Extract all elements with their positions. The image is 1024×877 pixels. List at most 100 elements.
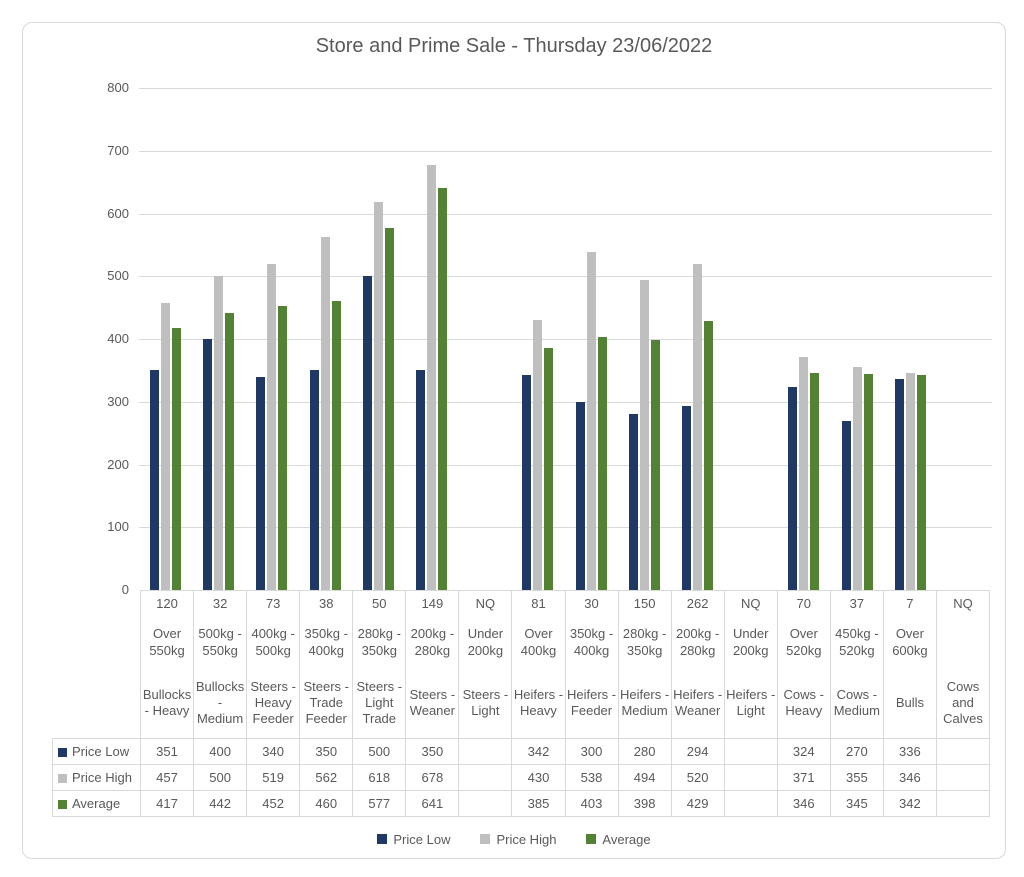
- plot-area: [139, 88, 992, 590]
- value-cell: [723, 738, 778, 765]
- value-cell: [458, 790, 513, 817]
- category-header: 262 200kg - 280kg Heifers - Weaner: [670, 590, 725, 739]
- category-header: 7 Over 600kg Bulls: [882, 590, 937, 739]
- category-count: 30: [584, 595, 599, 611]
- category-group: Steers - Light Trade: [356, 678, 403, 727]
- chart-title: Store and Prime Sale - Thursday 23/06/20…: [315, 35, 713, 57]
- category-count: NQ: [953, 595, 973, 611]
- bar-group-steers---weaner: [405, 88, 458, 590]
- bar-group-cows---medium: [830, 88, 883, 590]
- value-cell: [935, 738, 991, 765]
- bar-price-low: [150, 369, 160, 590]
- value-cell: 520: [670, 764, 725, 791]
- category-group: Heifers - Medium: [620, 686, 670, 718]
- category-weight: Over 400kg: [520, 626, 557, 658]
- category-header: 37 450kg - 520kg Cows - Medium: [829, 590, 884, 739]
- value-cell: 400: [193, 738, 248, 765]
- series-label: Price High: [72, 770, 132, 785]
- legend-label: Price Low: [393, 831, 451, 847]
- bar-group-steers---light: [458, 88, 511, 590]
- category-count: 262: [686, 595, 709, 611]
- legend-label: Price High: [496, 831, 557, 847]
- bar-average: [331, 301, 341, 590]
- value-cell: [723, 764, 778, 791]
- value-cell: 350: [405, 738, 460, 765]
- gridline: [139, 276, 992, 278]
- category-group: Steers - Light: [462, 686, 509, 718]
- chart-legend: Price Low Price High Average: [23, 824, 1005, 854]
- bar-price-high: [692, 263, 702, 590]
- category-header: 150 280kg - 350kg Heifers - Medium: [617, 590, 672, 739]
- category-header: 50 280kg - 350kg Steers - Light Trade: [352, 590, 407, 739]
- category-weight: 280kg - 350kg: [357, 626, 401, 658]
- legend-item-average: Average: [586, 832, 651, 847]
- value-cell: [935, 790, 991, 817]
- bar-price-low: [416, 370, 426, 590]
- category-header: 149 200kg - 280kg Steers - Weaner: [405, 590, 460, 739]
- category-group: Steers - Heavy Feeder: [250, 678, 296, 727]
- bar-price-high: [533, 320, 543, 590]
- legend-item-price-high: Price High: [480, 832, 556, 847]
- category-weight: 280kg - 350kg: [622, 626, 667, 658]
- value-cell: 350: [299, 738, 354, 765]
- category-weight: 350kg - 400kg: [569, 626, 614, 658]
- value-cell: 340: [246, 738, 301, 765]
- series-label-cell: Price Low: [52, 738, 141, 765]
- bar-price-high: [320, 237, 330, 590]
- table-row-price-low: Price Low 351 400 340 350 500 350 342 300 280 294 3…: [52, 738, 991, 765]
- category-weight: [937, 617, 988, 668]
- category-group: Bulls: [895, 694, 924, 710]
- legend-item-price-low: Price Low: [377, 832, 450, 847]
- y-axis-tick-label: 200: [107, 456, 129, 472]
- value-cell: 270: [829, 738, 884, 765]
- value-cell: 417: [139, 790, 195, 817]
- table-corner-cell: [53, 591, 141, 739]
- category-weight: Under 200kg: [733, 626, 769, 658]
- bar-average: [172, 328, 182, 590]
- bar-price-high: [373, 202, 383, 590]
- category-group: Heifers - Heavy: [513, 686, 564, 718]
- bar-price-low: [256, 376, 266, 590]
- bar-price-low: [522, 375, 532, 590]
- value-cell: 457: [139, 764, 195, 791]
- category-header: 38 350kg - 400kg Steers - Trade Feeder: [299, 590, 354, 739]
- category-group: Cows - Medium: [833, 686, 880, 718]
- price-low-legend-swatch: [377, 834, 388, 844]
- value-cell: 538: [564, 764, 619, 791]
- value-cell: 398: [617, 790, 672, 817]
- bar-price-high: [639, 280, 649, 590]
- category-weight: 500kg - 550kg: [198, 626, 242, 658]
- category-weight: Over 520kg: [786, 626, 822, 658]
- value-cell: 577: [352, 790, 407, 817]
- value-cell: 351: [139, 738, 195, 765]
- value-cell: 678: [405, 764, 460, 791]
- bar-group-bullocks---heavy: [139, 88, 192, 590]
- bar-price-low: [788, 386, 798, 590]
- category-count: 149: [421, 595, 444, 611]
- value-cell: 562: [299, 764, 354, 791]
- table-row-price-high: Price High 457 500 519 562 618 678 430 538 494 520…: [52, 764, 991, 791]
- value-cell: 403: [564, 790, 619, 817]
- category-header: 32 500kg - 550kg Bullocks - Medium: [193, 590, 248, 739]
- data-table: 120 Over 550kg Bullocks - Heavy 32 500kg - 5…: [52, 590, 991, 817]
- bar-average: [438, 187, 448, 590]
- gridline: [139, 88, 992, 89]
- category-header: 70 Over 520kg Cows - Heavy: [776, 590, 831, 739]
- gridline: [139, 213, 992, 215]
- gridline: [139, 527, 992, 529]
- bar-group-bullocks---medium: [192, 88, 245, 590]
- category-count: 73: [265, 595, 281, 611]
- category-header: NQ Under 200kg Steers - Light: [458, 590, 513, 739]
- category-count: 38: [318, 595, 334, 611]
- value-cell: 385: [511, 790, 566, 817]
- y-axis-tick-label: 700: [107, 142, 129, 158]
- y-axis-tick-label: 0: [121, 582, 129, 597]
- bar-groups: [139, 88, 990, 590]
- gridline: [139, 339, 992, 340]
- bar-group-heifers---light: [724, 88, 777, 590]
- category-count: NQ: [475, 595, 496, 611]
- y-axis-tick-label: 600: [107, 205, 129, 221]
- gridline: [139, 401, 992, 403]
- bar-price-high: [161, 303, 171, 590]
